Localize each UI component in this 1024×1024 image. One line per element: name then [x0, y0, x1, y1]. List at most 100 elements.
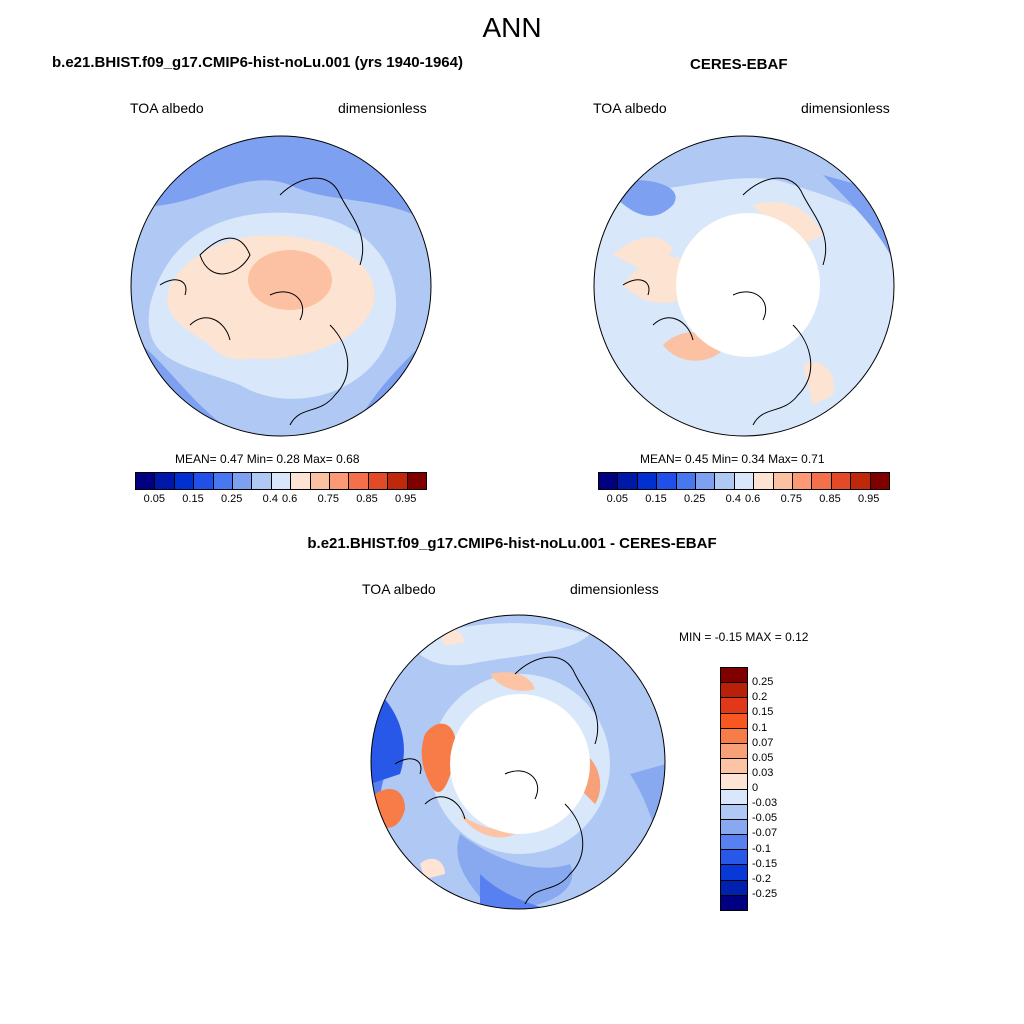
obs-min-label: Min= [711, 452, 739, 466]
model-colorbar-ticks: 0.05 0.15 0.25 0.4 0.6 0.75 0.85 0.95 [135, 493, 425, 507]
model-max-value: 0.68 [336, 452, 360, 466]
obs-mean-value: 0.45 [685, 452, 709, 466]
colorbar-tick-label: 0.1 [752, 721, 768, 734]
colorbar-swatch [657, 473, 677, 489]
model-min-label: Min= [246, 452, 274, 466]
obs-mean-label: MEAN= [640, 452, 682, 466]
colorbar-swatch [721, 774, 747, 790]
model-units-label: dimensionless [338, 100, 427, 116]
colorbar-swatch [233, 473, 253, 489]
colorbar-swatch [174, 473, 195, 489]
colorbar-swatch [721, 713, 747, 729]
colorbar-swatch [721, 835, 747, 851]
colorbar-tick-label: 0.95 [857, 493, 880, 505]
colorbar-tick-label: -0.1 [752, 842, 771, 855]
obs-max-label: Max= [768, 452, 798, 466]
obs-colorbar [598, 472, 890, 490]
colorbar-tick-label: 0.25 [220, 493, 243, 505]
obs-polar-map [593, 135, 895, 437]
colorbar-tick-label: 0.95 [394, 493, 417, 505]
model-mean-label: MEAN= [175, 452, 217, 466]
colorbar-swatch [721, 850, 747, 866]
colorbar-tick-label: 0.07 [752, 736, 774, 749]
colorbar-swatch [721, 743, 747, 760]
diff-variable-label: TOA albedo [362, 581, 436, 597]
colorbar-swatch [368, 473, 389, 489]
colorbar-tick-label: 0.15 [182, 493, 204, 505]
diff-panel-title: b.e21.BHIST.f09_g17.CMIP6-hist-noLu.001 … [307, 535, 717, 552]
colorbar-swatch [721, 895, 747, 910]
model-stats: MEAN= 0.47 Min= 0.28 Max= 0.68 [175, 452, 360, 466]
diff-minmax: MIN = -0.15 MAX = 0.12 [679, 630, 808, 644]
colorbar-swatch [721, 759, 747, 775]
colorbar-swatch [155, 473, 175, 489]
colorbar-swatch [721, 698, 747, 714]
colorbar-swatch [721, 819, 747, 836]
colorbar-swatch [715, 473, 735, 489]
obs-variable-label: TOA albedo [593, 100, 667, 116]
colorbar-tick-label: 0 [752, 782, 759, 794]
model-min-value: 0.28 [276, 452, 300, 466]
colorbar-tick-label: 0.15 [645, 493, 667, 505]
colorbar-swatch [870, 473, 890, 489]
colorbar-swatch [599, 473, 619, 489]
colorbar-swatch [271, 473, 292, 489]
colorbar-swatch [349, 473, 369, 489]
colorbar-tick-label: 0.05 [143, 493, 166, 505]
colorbar-tick-label: 0.75 [780, 493, 803, 505]
colorbar-swatch [812, 473, 832, 489]
diff-units-label: dimensionless [570, 581, 659, 597]
model-polar-map [130, 135, 432, 437]
colorbar-tick-label: -0.2 [752, 872, 771, 885]
colorbar-swatch [618, 473, 638, 489]
obs-panel-title: CERES-EBAF [690, 56, 788, 73]
colorbar-tick-label: 0.4 [262, 493, 278, 505]
colorbar-swatch [330, 473, 350, 489]
colorbar-swatch [252, 473, 272, 489]
colorbar-swatch [773, 473, 794, 489]
colorbar-tick-label: 0.4 [725, 493, 741, 505]
colorbar-swatch [851, 473, 871, 489]
colorbar-tick-label: -0.03 [752, 797, 778, 810]
colorbar-tick-label: 0.25 [683, 493, 706, 505]
colorbar-swatch [831, 473, 852, 489]
diff-min-label: MIN = [679, 630, 712, 644]
colorbar-swatch [793, 473, 813, 489]
colorbar-swatch [721, 789, 747, 805]
colorbar-tick-label: 0.15 [752, 706, 774, 719]
colorbar-swatch [721, 804, 747, 820]
colorbar-swatch [388, 473, 408, 489]
colorbar-tick-label: 0.6 [745, 493, 761, 505]
obs-colorbar-ticks: 0.05 0.15 0.25 0.4 0.6 0.75 0.85 0.95 [598, 493, 888, 507]
colorbar-swatch [734, 473, 755, 489]
figure-title: ANN [482, 12, 542, 43]
colorbar-swatch [721, 728, 747, 744]
model-panel-title: b.e21.BHIST.f09_g17.CMIP6-hist-noLu.001 … [52, 54, 463, 71]
diff-colorbar [720, 667, 748, 911]
colorbar-tick-label: 0.05 [606, 493, 629, 505]
diff-max-label: MAX = [745, 630, 782, 644]
colorbar-swatch [721, 683, 747, 699]
colorbar-swatch [213, 473, 234, 489]
obs-min-value: 0.34 [741, 452, 765, 466]
colorbar-tick-label: -0.07 [752, 827, 778, 840]
colorbar-tick-label: 0.25 [752, 676, 774, 689]
model-variable-label: TOA albedo [130, 100, 204, 116]
colorbar-tick-label: 0.85 [356, 493, 378, 505]
colorbar-tick-label: -0.15 [752, 857, 778, 870]
colorbar-swatch [291, 473, 311, 489]
colorbar-swatch [721, 668, 747, 684]
colorbar-tick-label: -0.05 [752, 812, 778, 825]
colorbar-tick-label: -0.25 [752, 887, 778, 900]
colorbar-tick-label: 0.2 [752, 691, 768, 704]
colorbar-tick-label: 0.75 [317, 493, 340, 505]
colorbar-swatch [637, 473, 658, 489]
model-max-label: Max= [303, 452, 333, 466]
colorbar-swatch [721, 880, 747, 896]
diff-polar-map [370, 614, 666, 910]
colorbar-swatch [696, 473, 716, 489]
model-colorbar [135, 472, 427, 490]
colorbar-tick-label: 0.03 [752, 766, 774, 779]
diff-min-value: -0.15 [714, 630, 743, 644]
colorbar-swatch [676, 473, 697, 489]
